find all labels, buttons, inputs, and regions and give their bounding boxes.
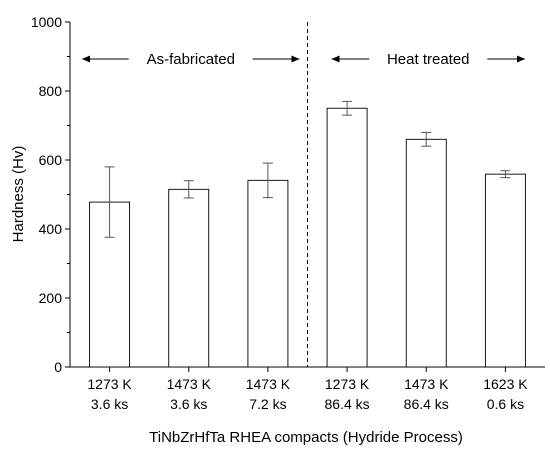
heat-treated-label: Heat treated [387, 51, 470, 68]
category-time-label: 0.6 ks [487, 396, 524, 412]
bars-layer [89, 107, 526, 368]
category-time-label: 86.4 ks [404, 396, 449, 412]
category-time-label: 3.6 ks [91, 396, 128, 412]
y-axis: 0 200 400 600 800 1000 [31, 14, 70, 375]
bar [326, 107, 368, 368]
y-tick-label: 800 [39, 83, 63, 99]
x-axis: 1273 K 3.6 ks 1473 K 3.6 ks 1473 K 7.2 ks 1273… [87, 367, 528, 412]
annotations: As-fabricated Heat treated [82, 51, 525, 68]
category-temperature-label: 1473 K [246, 376, 291, 392]
bar [484, 173, 526, 368]
category-time-label: 3.6 ks [170, 396, 207, 412]
annotation-arrowhead-left [82, 55, 90, 63]
category-time-label: 86.4 ks [325, 396, 370, 412]
category-temperature-label: 1273 K [325, 376, 370, 392]
as-fabricated-label: As-fabricated [147, 51, 235, 68]
y-axis-title: Hardness (Hv) [10, 146, 27, 243]
category-temperature-label: 1473 K [167, 376, 212, 392]
category-temperature-label: 1273 K [87, 376, 132, 392]
annotation-arrowhead-right [291, 55, 300, 63]
annotation-arrowhead-left [331, 55, 340, 63]
bar [247, 179, 289, 368]
category-temperature-label: 1623 K [483, 376, 528, 392]
errorbar-layer [104, 100, 511, 238]
y-tick-label: 200 [39, 290, 63, 306]
category-time-label: 7.2 ks [249, 396, 286, 412]
bar [168, 188, 210, 368]
y-tick-label: 600 [39, 152, 63, 168]
y-tick-label: 400 [39, 221, 63, 237]
category-temperature-label: 1473 K [404, 376, 449, 392]
y-tick-label: 0 [54, 359, 62, 375]
annotation-arrowhead-right [517, 55, 525, 63]
bar [405, 138, 447, 368]
x-axis-title: TiNbZrHfTa RHEA compacts (Hydride Proces… [149, 429, 463, 446]
y-tick-label: 1000 [31, 14, 62, 30]
